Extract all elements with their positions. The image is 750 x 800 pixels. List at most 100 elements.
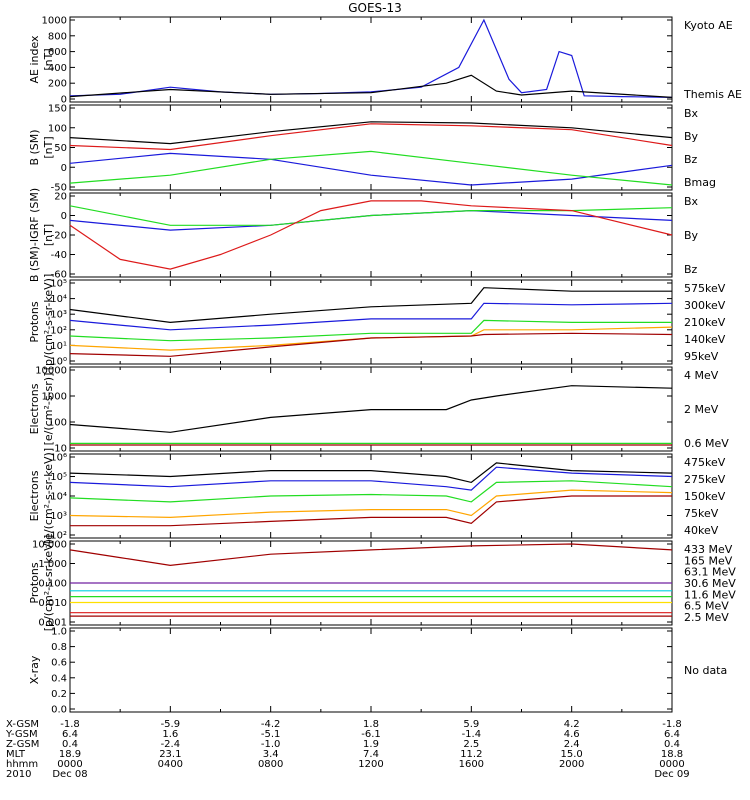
x-axis-value: 1600 xyxy=(459,759,484,770)
series-line xyxy=(69,480,673,503)
y-tick-label: 10¹ xyxy=(50,341,67,352)
x-axis-value: 0.4 xyxy=(664,739,680,750)
legend-entry: 63.1 MeV xyxy=(684,566,736,579)
y-tick-label: 50 xyxy=(54,143,67,154)
x-axis-value: 0000 xyxy=(659,759,684,770)
y-tick-label: 10⁶ xyxy=(50,453,67,464)
series-line xyxy=(70,495,672,527)
y-tick-label: 10000 xyxy=(35,366,67,377)
y-tick-label: -50 xyxy=(51,183,67,194)
y-tick-label: 1000 xyxy=(42,392,67,403)
y-tick-label: 20 xyxy=(54,192,67,203)
x-axis-value: -1.4 xyxy=(462,729,482,740)
series-line xyxy=(69,302,673,331)
series-line xyxy=(69,385,673,433)
x-axis-value: 4.2 xyxy=(564,719,580,730)
legend-entry: 275keV xyxy=(684,473,726,486)
x-axis-value: Dec 09 xyxy=(654,769,689,780)
y-tick-label: 100 xyxy=(48,123,67,134)
series-line xyxy=(69,462,673,484)
series-line xyxy=(69,319,672,342)
x-axis-value: 1.6 xyxy=(162,729,178,740)
x-axis-row-label: Z-GSM xyxy=(6,739,39,750)
x-axis-value: 18.9 xyxy=(59,749,81,760)
legend-entry: 30.6 MeV xyxy=(684,577,736,590)
x-axis-value: -4.2 xyxy=(261,719,281,730)
series-line xyxy=(69,123,673,151)
y-tick-label: 10² xyxy=(50,531,67,542)
series-line xyxy=(69,200,673,270)
x-axis-value: -1.0 xyxy=(261,739,281,750)
x-axis-value: 2.5 xyxy=(463,739,479,750)
y-tick-label: 0 xyxy=(61,95,67,106)
panel-frame xyxy=(69,627,673,713)
x-axis-value: -1.8 xyxy=(60,719,80,730)
x-axis-value: 2.4 xyxy=(564,739,580,750)
y-tick-label: 0.4 xyxy=(51,673,67,684)
series-line xyxy=(69,152,673,186)
x-axis-row-label: 2010 xyxy=(6,769,31,780)
legend-entry: 475keV xyxy=(684,456,726,469)
y-tick-label: 10⁵ xyxy=(50,472,67,483)
y-tick-label: 400 xyxy=(48,63,67,74)
y-axis-label: B (SM)-IGRF (SM) xyxy=(28,188,41,282)
legend-entry: Bx xyxy=(684,195,699,208)
x-axis-row-label: hhmm xyxy=(6,759,38,770)
y-axis-unit: [nT] xyxy=(42,224,55,246)
panel-protons_mev: 0.001 0.010 0.100 1.000 10.000 Protons [p/(cm²… xyxy=(28,535,736,632)
y-tick-label: 10⁴ xyxy=(50,294,67,305)
x-axis-value: 1.8 xyxy=(363,719,379,730)
y-tick-label: 1000 xyxy=(42,16,67,27)
series-line xyxy=(69,466,673,491)
legend-entry: 11.6 MeV xyxy=(684,588,736,601)
legend-entry: 165 MeV xyxy=(684,554,733,567)
x-axis-value: 0000 xyxy=(57,759,82,770)
y-tick-label: 0.2 xyxy=(51,689,67,700)
series-line xyxy=(69,18,673,98)
panel-frame xyxy=(69,192,673,278)
y-tick-label: 0.010 xyxy=(38,598,67,609)
legend-entry: 6.5 MeV xyxy=(684,600,729,613)
y-tick-label: 1.000 xyxy=(38,559,67,570)
legend-entry: By xyxy=(684,130,699,143)
x-axis-value: 2000 xyxy=(559,759,584,770)
panel-xray: 0.0 0.2 0.4 0.6 0.8 1.0 X-ray No data xyxy=(28,627,727,716)
x-axis-value: 0400 xyxy=(158,759,183,770)
x-axis-row-label: X-GSM xyxy=(6,719,39,730)
y-tick-label: 0 xyxy=(61,211,67,222)
series-line xyxy=(69,489,673,519)
panel-bsm: -50 0 50 100 150 B (SM) [nT] Bx By Bz Bmag xyxy=(28,104,716,194)
series-line xyxy=(69,287,672,324)
legend-entry: 40keV xyxy=(684,524,719,537)
y-tick-label: 0.6 xyxy=(51,658,67,669)
series-line xyxy=(69,121,673,145)
panel-protons_kev: 10⁰ 10¹ 10² 10³ 10⁴ 10⁵ Protons [p/(cm²-s-sr-ke… xyxy=(28,274,726,371)
y-tick-label: 600 xyxy=(48,47,67,58)
x-axis-table: X-GSMY-GSMZ-GSMMLThhmm2010-1.86.40.418.9… xyxy=(5,719,690,780)
y-tick-label: 100 xyxy=(48,418,67,429)
y-tick-label: 0.100 xyxy=(38,579,67,590)
x-axis-value: Dec 08 xyxy=(52,769,87,780)
y-tick-label: 0.001 xyxy=(38,618,67,629)
y-tick-label: 10⁰ xyxy=(50,357,67,368)
y-tick-label: 10⁵ xyxy=(50,279,67,290)
x-axis-value: 11.2 xyxy=(460,749,482,760)
y-tick-label: 800 xyxy=(48,31,67,42)
y-tick-label: 10.000 xyxy=(32,540,67,551)
legend-entry: Themis AE xyxy=(683,88,742,101)
y-axis-label: X-ray xyxy=(28,655,41,684)
y-tick-label: 200 xyxy=(48,79,67,90)
x-axis-value: -1.8 xyxy=(662,719,682,730)
legend-entry: 210keV xyxy=(684,316,726,329)
y-axis-unit: [nT] xyxy=(42,48,55,70)
legend-entry: 0.6 MeV xyxy=(684,437,729,450)
y-tick-label: 0.8 xyxy=(51,642,67,653)
legend-entry: 4 MeV xyxy=(684,369,719,382)
legend-entry: 433 MeV xyxy=(684,543,733,556)
x-axis-value: 0800 xyxy=(258,759,283,770)
y-tick-label: 1.0 xyxy=(51,627,67,638)
x-axis-value: 3.4 xyxy=(263,749,279,760)
x-axis-value: 23.1 xyxy=(159,749,181,760)
y-tick-label: -40 xyxy=(51,250,67,261)
